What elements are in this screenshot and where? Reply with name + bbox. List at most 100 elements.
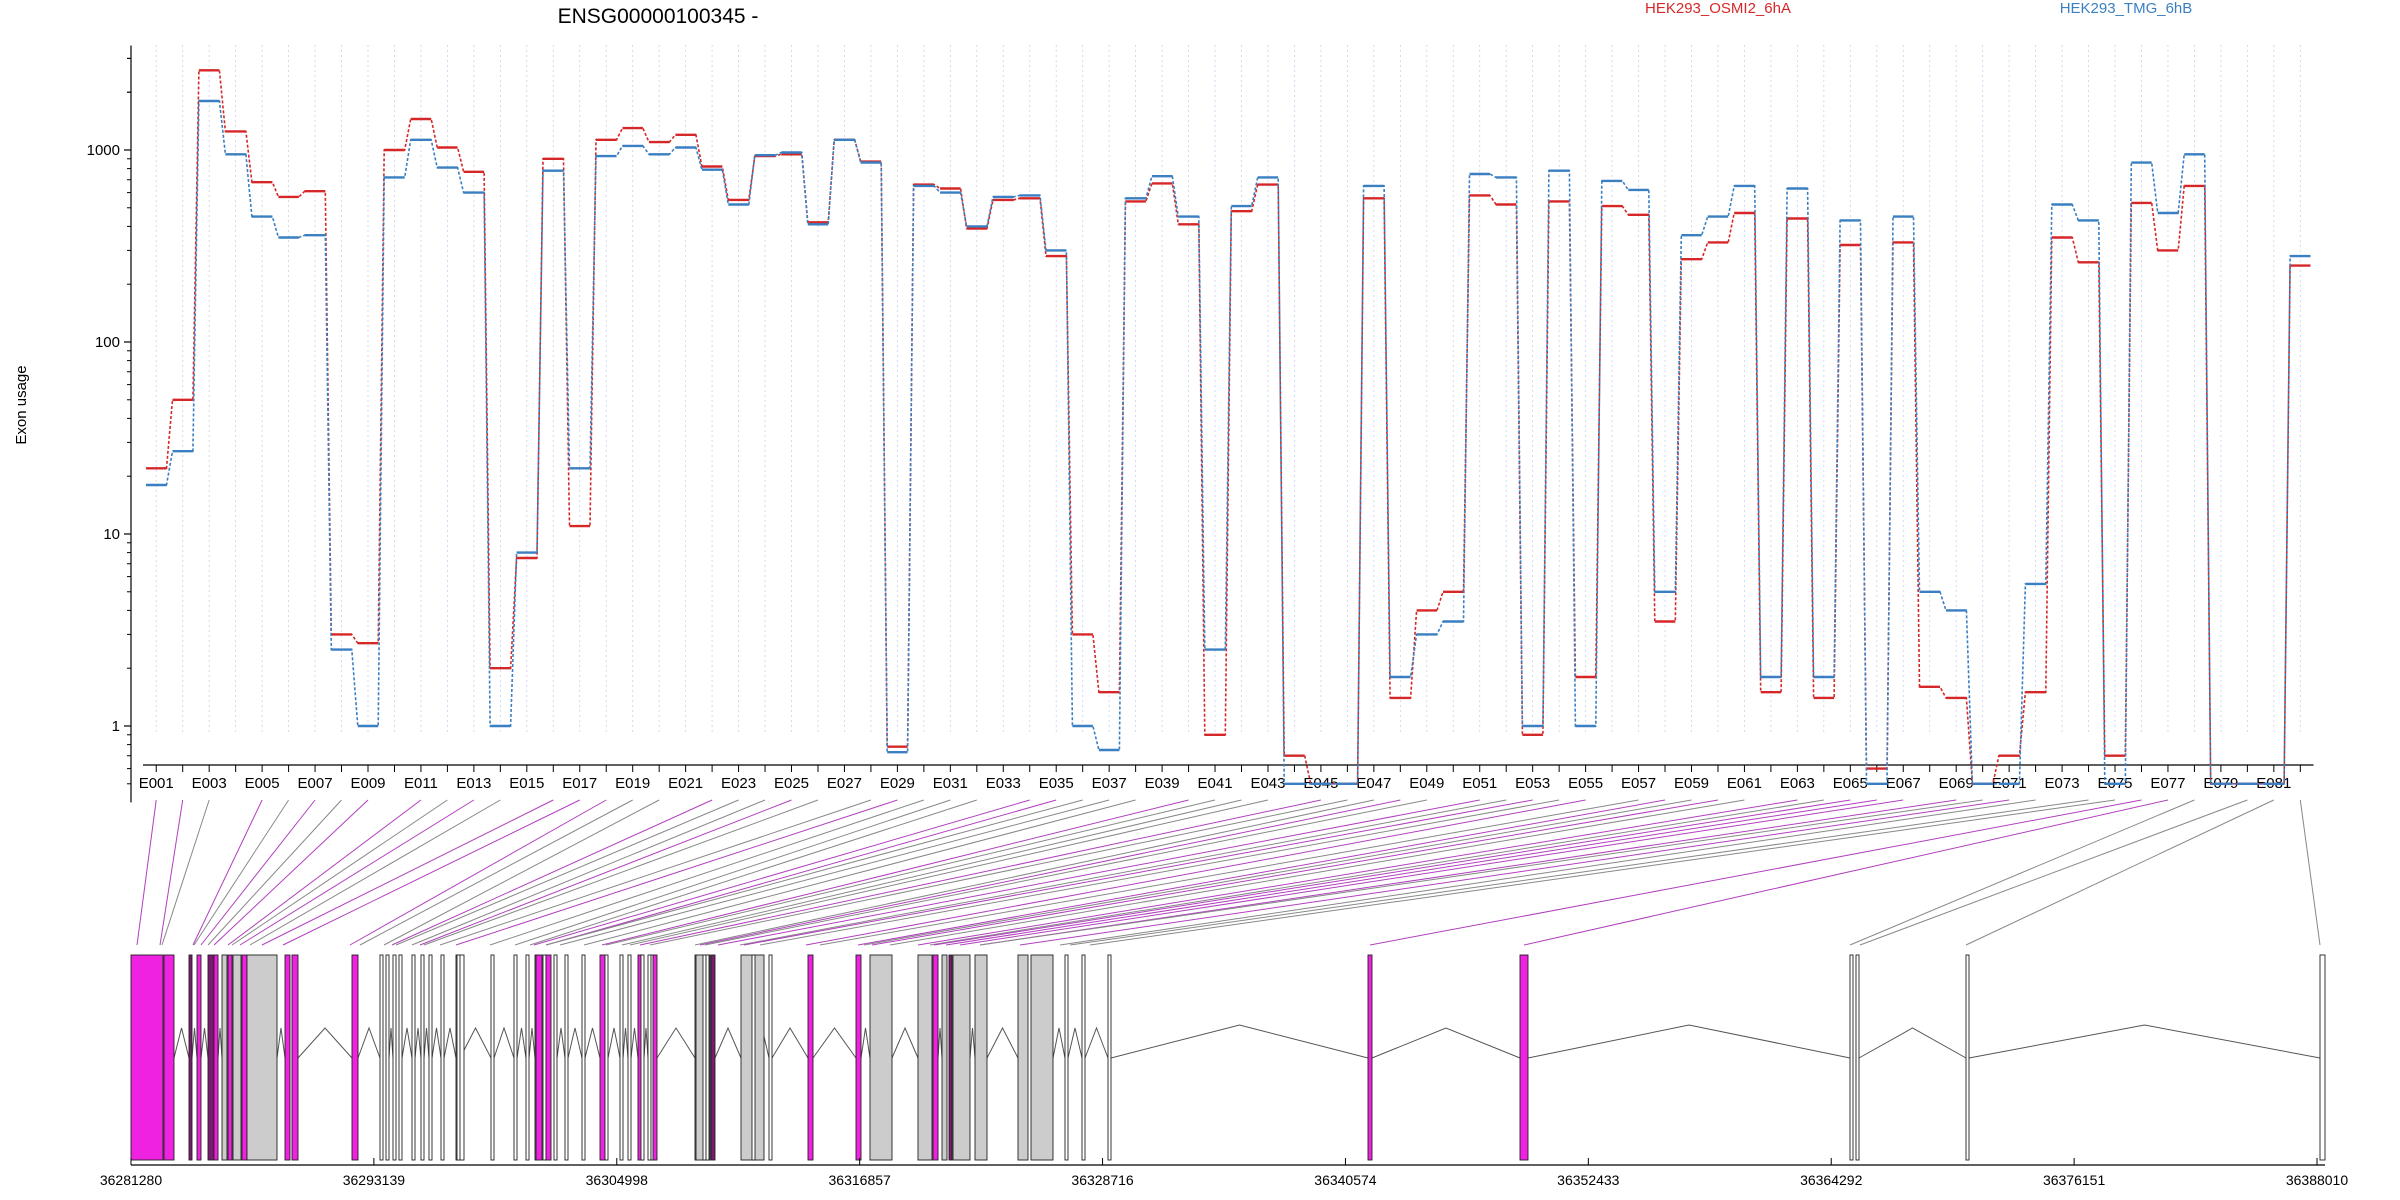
exon-connector [423, 799, 819, 946]
x-tick-label: E077 [2150, 775, 2185, 792]
chart-title: ENSG00000100345 - [558, 5, 759, 28]
x-tick-label: E013 [456, 775, 491, 792]
exon-block [241, 954, 248, 1161]
exon-connector [559, 799, 1110, 946]
exon-block [213, 954, 219, 1161]
exon-connector [1523, 799, 2169, 946]
x-tick-label: E059 [1674, 775, 1709, 792]
exon-connector [395, 799, 739, 946]
intron-line [357, 1026, 381, 1059]
x-tick-label: E019 [615, 775, 650, 792]
exon-connector [1965, 799, 2275, 946]
exon-block [948, 954, 953, 1161]
exon-connector [261, 799, 554, 946]
exon-connector [717, 799, 1480, 946]
genomic-tick-label: 36316857 [829, 1172, 892, 1188]
exon-block [2319, 954, 2326, 1161]
x-axis: E001 E003 E005 E007 E009 E011 E013 E015 E017 E019… [139, 764, 2314, 792]
exon-connector [1059, 799, 2036, 946]
exon-block [869, 954, 893, 1161]
exon-connector [621, 799, 1242, 946]
y-axis-label: Exon usage [13, 365, 30, 444]
x-tick-label: E057 [1621, 775, 1656, 792]
exon-block [196, 954, 202, 1161]
x-tick-label: E029 [880, 775, 915, 792]
exon-connector [545, 799, 1083, 946]
exon-connector [639, 799, 1322, 946]
x-tick-label: E055 [1568, 775, 1603, 792]
intron-line [414, 1027, 422, 1059]
intron-line [200, 1027, 209, 1059]
exon-block [619, 954, 624, 1161]
exon-block [163, 954, 175, 1161]
exon-connector [391, 799, 713, 946]
intron-line [607, 1027, 621, 1059]
exon-connector [871, 799, 1719, 946]
exon-connector [917, 799, 1798, 946]
exon-block [604, 954, 609, 1161]
gridlines [155, 45, 2301, 735]
exon-block [246, 954, 278, 1161]
exon-block [513, 954, 518, 1161]
exon-connector [694, 799, 1374, 946]
exon-block [710, 954, 716, 1161]
exon-connector [889, 799, 1745, 946]
intron-line [630, 1027, 639, 1059]
intron-line [297, 1027, 353, 1059]
exon-block [221, 954, 228, 1161]
x-tick-label: E039 [1145, 775, 1180, 792]
genomic-tick-label: 36328716 [1071, 1172, 1134, 1188]
exon-block [599, 954, 606, 1161]
intron-line [1527, 1024, 1851, 1059]
exon-connector [629, 799, 1269, 946]
exon-block [768, 954, 773, 1161]
x-tick-label: E027 [827, 775, 862, 792]
intron-line [714, 1026, 742, 1059]
intron-line [191, 1027, 198, 1059]
intron-line [622, 1027, 629, 1059]
genomic-tick-label: 36388010 [2286, 1172, 2349, 1188]
exon-connector [489, 799, 925, 946]
exon-connector [239, 799, 475, 946]
exon-connector [545, 799, 1057, 946]
exon-connector [605, 799, 1216, 946]
exon-connector [1369, 799, 2142, 946]
intron-line [423, 1027, 430, 1059]
intron-line [1052, 1027, 1066, 1059]
legend-series-1: HEK293_OSMI2_6hA [1645, 0, 1791, 17]
exon-connector [231, 799, 448, 946]
exon-block [941, 954, 948, 1161]
exon-connector [739, 799, 1507, 946]
exon-connector [193, 799, 290, 946]
exon-connector [601, 799, 1189, 946]
x-tick-label: E015 [509, 775, 544, 792]
exon-connector [161, 799, 210, 946]
exon-block [640, 954, 645, 1161]
x-tick-label: E053 [1515, 775, 1550, 792]
exon-connector [207, 799, 342, 946]
exon-connector [411, 799, 766, 946]
exon-connector [945, 799, 1877, 946]
intron-line [1858, 1027, 1967, 1059]
intron-line [401, 1027, 413, 1059]
genomic-tick-label: 36281280 [100, 1172, 163, 1188]
exon-block [379, 954, 384, 1161]
x-tick-label: E073 [2045, 775, 2080, 792]
intron-line [443, 1027, 457, 1059]
intron-line [556, 1027, 566, 1059]
exon-block [751, 954, 756, 1161]
x-tick-label: E061 [1727, 775, 1762, 792]
exon-block [284, 954, 291, 1161]
exon-block [440, 954, 445, 1161]
exon-block [1855, 954, 1860, 1161]
x-tick-label: E007 [298, 775, 333, 792]
exon-block [291, 954, 299, 1161]
y-tick-label: 1 [112, 718, 120, 735]
exon-connector [1089, 799, 2116, 946]
genomic-axis: 36281280 36293139 36304998 36316857 36328716… [100, 1158, 2349, 1188]
genomic-tick-label: 36304998 [586, 1172, 649, 1188]
exon-connector [455, 799, 898, 946]
x-tick-label: E051 [1462, 775, 1497, 792]
x-tick-label: E033 [986, 775, 1021, 792]
exon-block [1017, 954, 1029, 1161]
